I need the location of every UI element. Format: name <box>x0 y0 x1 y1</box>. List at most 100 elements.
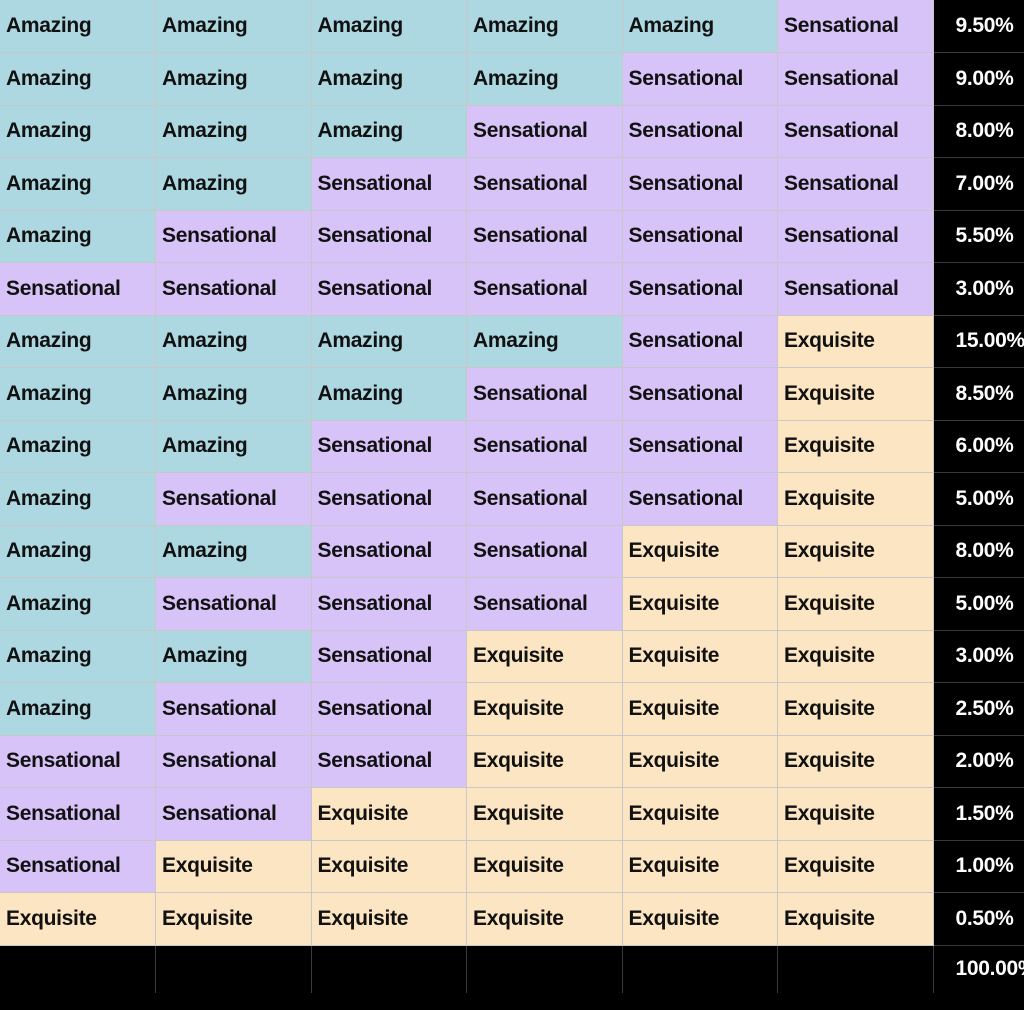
tier-cell: Amazing <box>155 420 312 473</box>
percentage-cell: 2.50% <box>933 682 1024 736</box>
table-row: Amazing Amazing Sensational Sensational Sens… <box>0 420 1024 473</box>
tier-cell: Exquisite <box>777 367 934 421</box>
table-row: Amazing Sensational Sensational Exquisite Ex… <box>0 682 1024 736</box>
tier-cell: Sensational <box>466 210 623 263</box>
percentage-cell: 5.50% <box>933 210 1024 263</box>
tier-cell: Sensational <box>155 472 312 526</box>
percentage-cell: 15.00% <box>933 315 1024 368</box>
empty-cell <box>466 945 623 993</box>
tier-cell: Amazing <box>155 52 312 106</box>
percentage-cell: 9.00% <box>933 52 1024 106</box>
empty-cell <box>311 945 467 993</box>
tier-cell: Exquisite <box>466 682 623 736</box>
empty-cell <box>777 945 934 993</box>
tier-cell: Sensational <box>466 105 623 158</box>
tier-cell: Exquisite <box>777 472 934 526</box>
percentage-cell: 2.00% <box>933 735 1024 788</box>
percentage-cell: 3.00% <box>933 262 1024 316</box>
percentage-cell: 8.50% <box>933 367 1024 421</box>
tier-cell: Sensational <box>622 367 778 421</box>
tier-cell: Exquisite <box>777 420 934 473</box>
tier-cell: Sensational <box>0 787 156 841</box>
tier-cell: Exquisite <box>155 840 312 893</box>
total-percentage: 100.00% <box>933 945 1024 993</box>
table-row: Amazing Amazing Amazing Amazing Sensational S… <box>0 52 1024 106</box>
tier-cell: Sensational <box>466 420 623 473</box>
tier-cell: Amazing <box>155 367 312 421</box>
tier-cell: Exquisite <box>622 892 778 946</box>
tier-cell: Sensational <box>777 210 934 263</box>
table-row: Amazing Amazing Amazing Amazing Amazing Sensa… <box>0 0 1024 53</box>
tier-cell: Sensational <box>777 52 934 106</box>
percentage-cell: 6.00% <box>933 420 1024 473</box>
tier-cell: Exquisite <box>311 892 467 946</box>
tier-cell: Amazing <box>0 420 156 473</box>
tier-cell: Sensational <box>466 577 623 631</box>
tier-cell: Sensational <box>622 262 778 316</box>
tier-cell: Sensational <box>311 735 467 788</box>
tier-cell: Amazing <box>0 367 156 421</box>
tier-cell: Sensational <box>155 787 312 841</box>
tier-cell: Amazing <box>0 157 156 211</box>
empty-cell <box>0 945 156 993</box>
tier-cell: Exquisite <box>466 630 623 683</box>
percentage-cell: 0.50% <box>933 892 1024 946</box>
tier-cell: Exquisite <box>311 787 467 841</box>
table-row: Amazing Amazing Amazing Sensational Sensatio… <box>0 367 1024 421</box>
tier-cell: Sensational <box>622 315 778 368</box>
empty-cell <box>155 945 312 993</box>
tier-cell: Amazing <box>0 0 156 53</box>
table-row: Amazing Sensational Sensational Sensational… <box>0 210 1024 263</box>
tier-cell: Sensational <box>155 682 312 736</box>
tier-cell: Amazing <box>0 52 156 106</box>
table-row: Sensational Sensational Exquisite Exquisite… <box>0 787 1024 841</box>
tier-cell: Exquisite <box>777 630 934 683</box>
table-row: Amazing Sensational Sensational Sensational… <box>0 577 1024 631</box>
tier-cell: Sensational <box>0 840 156 893</box>
tier-cell: Exquisite <box>155 892 312 946</box>
tier-cell: Exquisite <box>311 840 467 893</box>
tier-cell: Sensational <box>311 682 467 736</box>
percentage-cell: 5.00% <box>933 472 1024 526</box>
tier-cell: Amazing <box>155 315 312 368</box>
tier-cell: Exquisite <box>0 892 156 946</box>
tier-cell: Amazing <box>0 210 156 263</box>
table-row: Sensational Sensational Sensational Sensati… <box>0 262 1024 316</box>
tier-cell: Sensational <box>622 420 778 473</box>
tier-cell: Exquisite <box>777 787 934 841</box>
tier-cell: Sensational <box>777 157 934 211</box>
percentage-cell: 8.00% <box>933 525 1024 578</box>
tier-cell: Exquisite <box>777 892 934 946</box>
tier-cell: Amazing <box>0 682 156 736</box>
tier-cell: Exquisite <box>777 315 934 368</box>
tier-cell: Exquisite <box>622 630 778 683</box>
tier-cell: Amazing <box>311 367 467 421</box>
tier-cell: Amazing <box>155 630 312 683</box>
tier-cell: Amazing <box>0 472 156 526</box>
tier-cell: Exquisite <box>466 787 623 841</box>
tier-cell: Sensational <box>622 105 778 158</box>
table-row: Amazing Amazing Amazing Sensational Sensatio… <box>0 105 1024 158</box>
table-row: Exquisite Exquisite Exquisite Exquisite Exqu… <box>0 892 1024 946</box>
tier-cell: Exquisite <box>777 682 934 736</box>
tier-cell: Amazing <box>155 0 312 53</box>
tier-cell: Amazing <box>622 0 778 53</box>
percentage-cell: 7.00% <box>933 157 1024 211</box>
table-row: Amazing Amazing Sensational Sensational Sens… <box>0 157 1024 211</box>
tier-cell: Sensational <box>311 525 467 578</box>
tier-cell: Amazing <box>311 52 467 106</box>
tier-cell: Sensational <box>155 262 312 316</box>
tier-cell: Amazing <box>311 0 467 53</box>
tier-cell: Amazing <box>466 52 623 106</box>
tier-cell: Sensational <box>777 105 934 158</box>
tier-cell: Sensational <box>311 420 467 473</box>
tier-cell: Exquisite <box>622 525 778 578</box>
tier-cell: Amazing <box>0 630 156 683</box>
tier-cell: Sensational <box>311 262 467 316</box>
percentage-cell: 5.00% <box>933 577 1024 631</box>
tier-cell: Sensational <box>311 210 467 263</box>
tier-cell: Amazing <box>155 525 312 578</box>
tier-cell: Exquisite <box>777 577 934 631</box>
tier-cell: Amazing <box>0 105 156 158</box>
tier-cell: Exquisite <box>466 840 623 893</box>
